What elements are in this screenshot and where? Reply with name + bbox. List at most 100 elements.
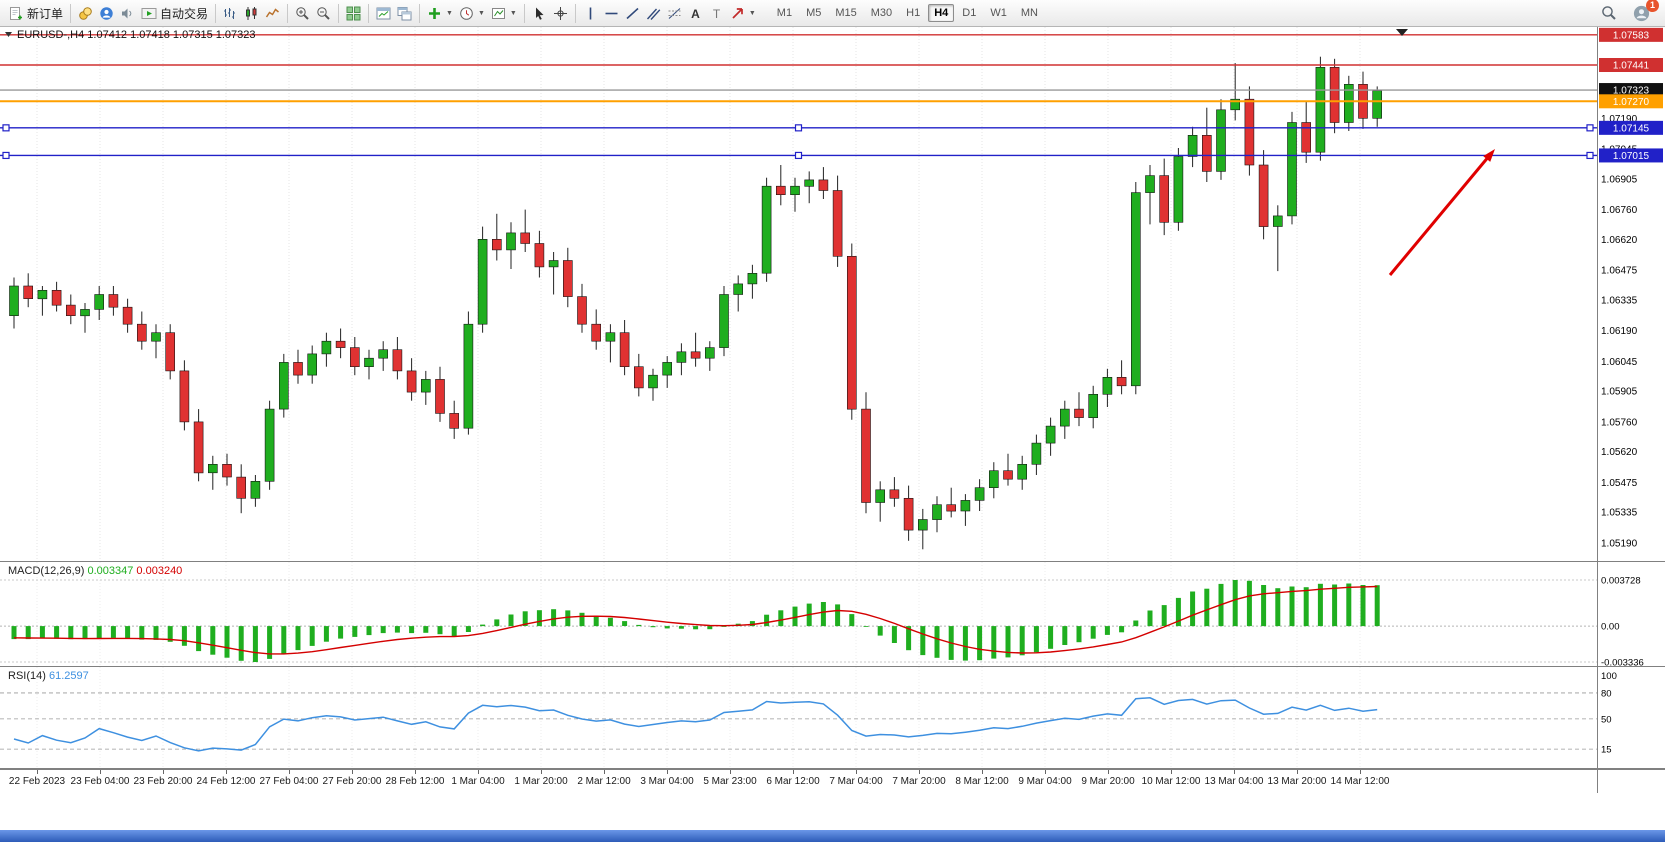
toolbar-separator	[419, 3, 421, 23]
trendline-button[interactable]	[622, 2, 643, 24]
textA-icon: A	[688, 6, 703, 21]
profile-button[interactable]	[96, 2, 117, 24]
win2-icon	[397, 6, 412, 21]
win1-icon	[376, 6, 391, 21]
hline-handle[interactable]	[1586, 151, 1594, 160]
price-badge-1.07441: 1.07441	[1599, 58, 1663, 73]
new-order-button[interactable]: 新订单	[6, 2, 66, 24]
hline-handle[interactable]	[794, 151, 803, 160]
user-avatar-icon	[1633, 5, 1650, 22]
zoom-in-button[interactable]	[292, 2, 313, 24]
time-label: 3 Mar 04:00	[640, 776, 694, 787]
time-tick	[1108, 770, 1109, 774]
svg-text:1.06045: 1.06045	[1601, 357, 1638, 368]
time-tick	[982, 770, 983, 774]
hline-handle[interactable]	[1586, 124, 1594, 132]
text-button[interactable]: A	[685, 2, 706, 24]
macd-histogram	[11, 580, 1380, 662]
label-button[interactable]: T	[706, 2, 727, 24]
time-tick	[37, 770, 38, 774]
svg-text:0.00: 0.00	[1601, 622, 1620, 633]
time-tick	[1171, 770, 1172, 774]
tile-icon	[346, 6, 361, 21]
timeframe-W1[interactable]: W1	[990, 7, 1007, 19]
channel-icon	[646, 6, 661, 21]
bar-chart-button[interactable]	[220, 2, 241, 24]
timeframe-M15[interactable]: M15	[835, 7, 857, 19]
hline-button[interactable]	[601, 2, 622, 24]
toolbar-separator	[215, 3, 217, 23]
notifications-button[interactable]: 1	[1630, 0, 1659, 24]
indPlus-icon	[427, 6, 442, 21]
svg-text:-0.003336: -0.003336	[1601, 658, 1644, 668]
time-tick	[478, 770, 479, 774]
time-label: 28 Feb 12:00	[385, 776, 445, 787]
timeframe-MN[interactable]: MN	[1020, 7, 1038, 19]
toolbar-separator	[70, 3, 72, 23]
trend-arrow-annotation[interactable]	[1388, 149, 1495, 276]
main-grid	[36, 27, 1361, 562]
symbol-dropdown-icon	[5, 32, 12, 37]
hline-handle[interactable]	[794, 124, 803, 132]
time-tick	[919, 770, 920, 774]
rsi-panel[interactable]: 100 80 50 15 RSI(14) 61.2597	[0, 667, 1665, 769]
vline-button[interactable]	[580, 2, 601, 24]
zoom-out-button[interactable]	[313, 2, 334, 24]
chart-shift-marker[interactable]	[1396, 29, 1408, 36]
hline-handle[interactable]	[2, 151, 10, 160]
time-label: 1 Mar 04:00	[451, 776, 505, 787]
channel-button[interactable]	[643, 2, 664, 24]
time-axis[interactable]: 22 Feb 2023 23 Feb 04:00 23 Feb 20:00 24 Fe…	[0, 769, 1665, 793]
fibo-icon	[667, 6, 682, 21]
time-label: 5 Mar 23:00	[703, 776, 757, 787]
svg-text:1.05190: 1.05190	[1601, 538, 1638, 549]
time-label: 7 Mar 04:00	[829, 776, 883, 787]
arrowShape-icon	[730, 6, 745, 21]
svg-text:1.07270: 1.07270	[1613, 97, 1650, 108]
sound-button[interactable]	[117, 2, 138, 24]
templates-button[interactable]: ▼	[488, 2, 520, 24]
price-badge-1.07270: 1.07270	[1599, 94, 1663, 109]
search-button[interactable]	[1598, 2, 1620, 24]
time-label: 1 Mar 20:00	[514, 776, 568, 787]
sound-icon	[120, 6, 135, 21]
svg-text:T: T	[713, 7, 721, 21]
template-icon	[491, 6, 506, 21]
arrows-button[interactable]: ▼	[727, 2, 759, 24]
coins-button[interactable]	[75, 2, 96, 24]
toolbar-buttons: 新订单 自动交易 ▼ ▼ ▼ A T ▼	[6, 2, 759, 24]
indicators-button[interactable]: ▼	[424, 2, 456, 24]
svg-text:A: A	[691, 7, 700, 21]
svg-text:1.06620: 1.06620	[1601, 235, 1638, 246]
svg-text:1.06335: 1.06335	[1601, 295, 1638, 306]
new-order-button-label: 新订单	[27, 6, 64, 21]
timeframe-H4[interactable]: H4	[928, 4, 955, 22]
candle-chart-button[interactable]	[241, 2, 262, 24]
cursor-button[interactable]	[529, 2, 550, 24]
toolbar-separator	[368, 3, 370, 23]
line-chart-button[interactable]	[262, 2, 283, 24]
profiles-button[interactable]	[394, 2, 415, 24]
timeframe-M1[interactable]: M1	[776, 7, 793, 19]
time-tick	[856, 770, 857, 774]
main-chart[interactable]: 1.074251.071901.070451.069051.067601.066…	[0, 27, 1665, 562]
macd-panel[interactable]: MACD(12,26,9) 0.003347 0.003240 0.003728 0…	[0, 562, 1665, 667]
hline-handle[interactable]	[2, 124, 10, 132]
timeframe-D1[interactable]: D1	[962, 7, 977, 19]
timeframe-M5[interactable]: M5	[806, 7, 822, 19]
autotrade-button[interactable]: 自动交易	[138, 2, 211, 24]
toolbar-separator	[338, 3, 340, 23]
chevron-down-icon: ▼	[509, 9, 517, 17]
periods-button[interactable]: ▼	[456, 2, 488, 24]
time-label: 22 Feb 2023	[8, 776, 66, 787]
time-label: 27 Feb 20:00	[322, 776, 382, 787]
timeframe-M30[interactable]: M30	[870, 7, 893, 19]
crosshair-button[interactable]	[550, 2, 571, 24]
fibonacci-button[interactable]	[664, 2, 685, 24]
new-chart-button[interactable]	[373, 2, 394, 24]
tile-windows-button[interactable]	[343, 2, 364, 24]
time-label: 24 Feb 12:00	[196, 776, 256, 787]
chart-title: EURUSD-,H4 1.07412 1.07418 1.07315 1.073…	[5, 29, 256, 41]
timeframe-H1[interactable]: H1	[906, 7, 921, 19]
